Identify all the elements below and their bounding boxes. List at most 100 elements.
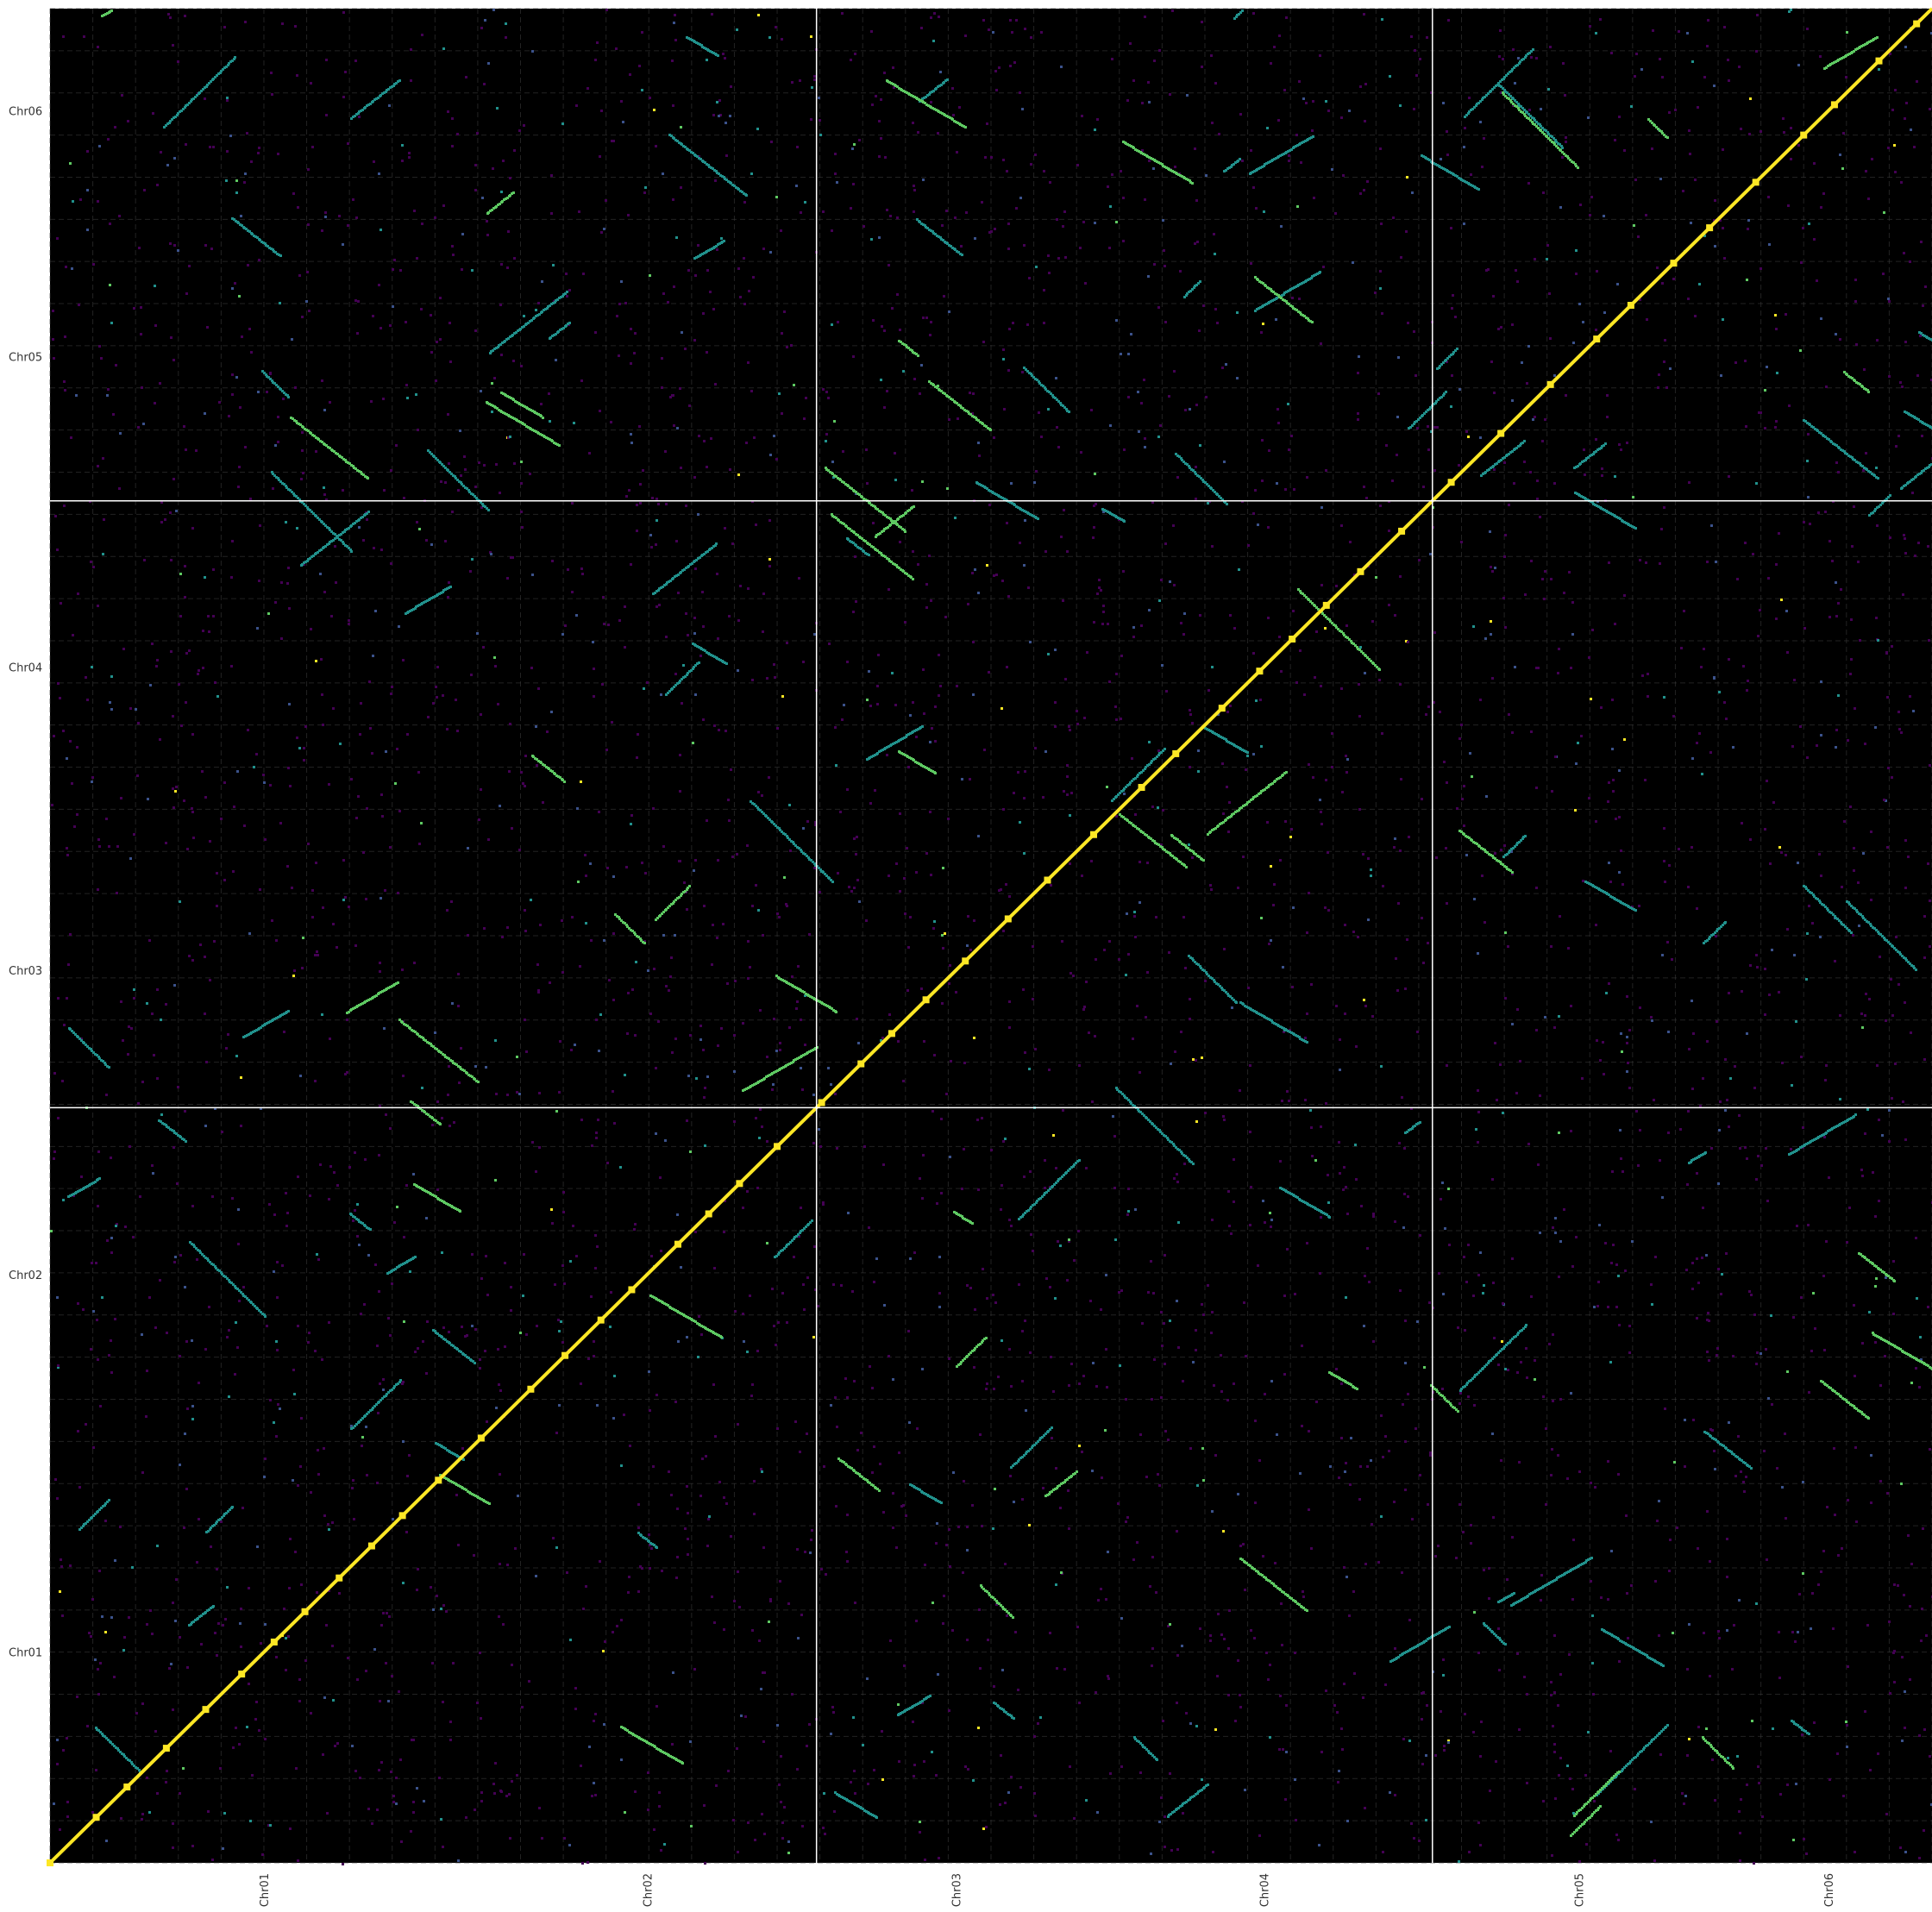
streak-cell — [1799, 1146, 1802, 1149]
contact-cell — [1879, 1480, 1882, 1483]
streak-cell — [385, 91, 387, 93]
contact-cell — [1503, 844, 1506, 847]
contact-cell — [1352, 1590, 1355, 1593]
contact-cell — [1623, 738, 1626, 741]
contact-cell — [762, 592, 765, 595]
contact-cell — [1189, 1447, 1192, 1450]
contact-cell — [1241, 160, 1244, 162]
contact-cell — [1825, 386, 1828, 388]
contact-cell — [1310, 1126, 1313, 1129]
contact-cell — [865, 919, 868, 922]
contact-cells — [47, 7, 1932, 1866]
contact-cell — [1570, 1130, 1572, 1132]
contact-cell — [325, 59, 328, 61]
contact-cell — [1820, 317, 1822, 320]
contact-cell — [737, 669, 739, 672]
contact-cell — [1095, 1385, 1098, 1388]
streak-cell — [342, 458, 345, 461]
contact-cell — [762, 1546, 765, 1549]
contact-cell — [1828, 1778, 1831, 1781]
contact-cell — [339, 743, 342, 745]
contact-cell — [156, 1077, 159, 1080]
contact-cell — [1125, 1398, 1127, 1401]
contact-cell — [1340, 1382, 1343, 1385]
contact-cell — [1885, 1813, 1888, 1815]
contact-cell — [779, 1042, 781, 1044]
contact-cell — [697, 244, 699, 247]
contact-cell — [1820, 734, 1822, 737]
contact-cell — [1550, 945, 1552, 948]
contact-cell — [727, 1770, 730, 1772]
contact-cell — [680, 1266, 682, 1269]
contact-cell — [686, 1119, 688, 1122]
contact-cell — [1222, 1530, 1225, 1533]
contact-cell — [1740, 128, 1742, 130]
contact-cell — [1634, 1788, 1636, 1790]
contact-cell — [1314, 676, 1316, 679]
streak-cell — [1807, 1142, 1810, 1144]
contact-cell — [1553, 374, 1556, 377]
contact-cell — [127, 120, 129, 122]
contact-cell — [1793, 679, 1796, 681]
contact-cell — [961, 778, 963, 780]
contact-cell — [1254, 1420, 1257, 1422]
contact-cell — [1140, 624, 1143, 627]
contact-cell — [172, 787, 174, 790]
contact-cell — [643, 940, 646, 943]
contact-cell — [1507, 945, 1509, 948]
contact-cell — [1774, 426, 1777, 429]
streak-cell — [925, 96, 927, 98]
contact-cell — [231, 287, 234, 290]
contact-cell — [497, 1348, 499, 1351]
streak-cell — [1499, 1600, 1502, 1602]
streak-cell — [380, 94, 382, 97]
contact-cell — [120, 1000, 122, 1003]
contact-cell — [336, 946, 338, 949]
contact-cell — [1250, 262, 1252, 265]
contact-cell — [1055, 1583, 1057, 1586]
contact-cell — [1403, 1147, 1406, 1150]
contact-cell — [593, 1720, 595, 1722]
contact-cell — [671, 394, 674, 397]
contact-cell — [1639, 559, 1641, 561]
streak-cell — [281, 1013, 284, 1016]
contact-cell — [1682, 190, 1684, 192]
contact-cell — [1205, 174, 1208, 177]
contact-cell — [1828, 616, 1831, 618]
contact-cell — [590, 1295, 593, 1298]
contact-cell — [1778, 991, 1780, 994]
contact-cell — [264, 1738, 267, 1740]
contact-cell — [1595, 438, 1597, 441]
contact-cell — [694, 859, 697, 862]
contact-cell — [1837, 1554, 1840, 1557]
contact-cell — [185, 1340, 188, 1343]
contact-cell — [600, 110, 603, 112]
contact-cell — [1839, 154, 1841, 156]
contact-cell — [107, 138, 110, 141]
contact-cell — [535, 725, 537, 728]
contact-cell — [389, 1334, 392, 1337]
contact-cell — [398, 625, 400, 628]
contact-cell — [1776, 372, 1778, 374]
contact-cell — [851, 147, 854, 150]
contact-cell — [1463, 146, 1465, 148]
contact-cell — [537, 302, 540, 304]
contact-cell — [479, 1367, 481, 1370]
contact-cell — [1091, 1100, 1094, 1103]
contact-cell — [1903, 534, 1905, 536]
contact-cell — [304, 1659, 307, 1662]
contact-cell — [1089, 1300, 1092, 1302]
contact-cell — [891, 672, 894, 674]
contact-cell — [1726, 1629, 1728, 1632]
contact-cell — [449, 1721, 452, 1723]
contact-cell — [594, 1794, 597, 1796]
contact-cell — [160, 1019, 162, 1021]
contact-cell — [575, 104, 578, 107]
contact-cell — [1205, 396, 1208, 398]
contact-cell — [693, 339, 696, 342]
streak-cell — [1510, 848, 1513, 850]
streak-cell — [1827, 909, 1829, 912]
contact-cell — [1151, 806, 1154, 808]
contact-cell — [1855, 343, 1858, 346]
contact-cell — [822, 1827, 825, 1829]
